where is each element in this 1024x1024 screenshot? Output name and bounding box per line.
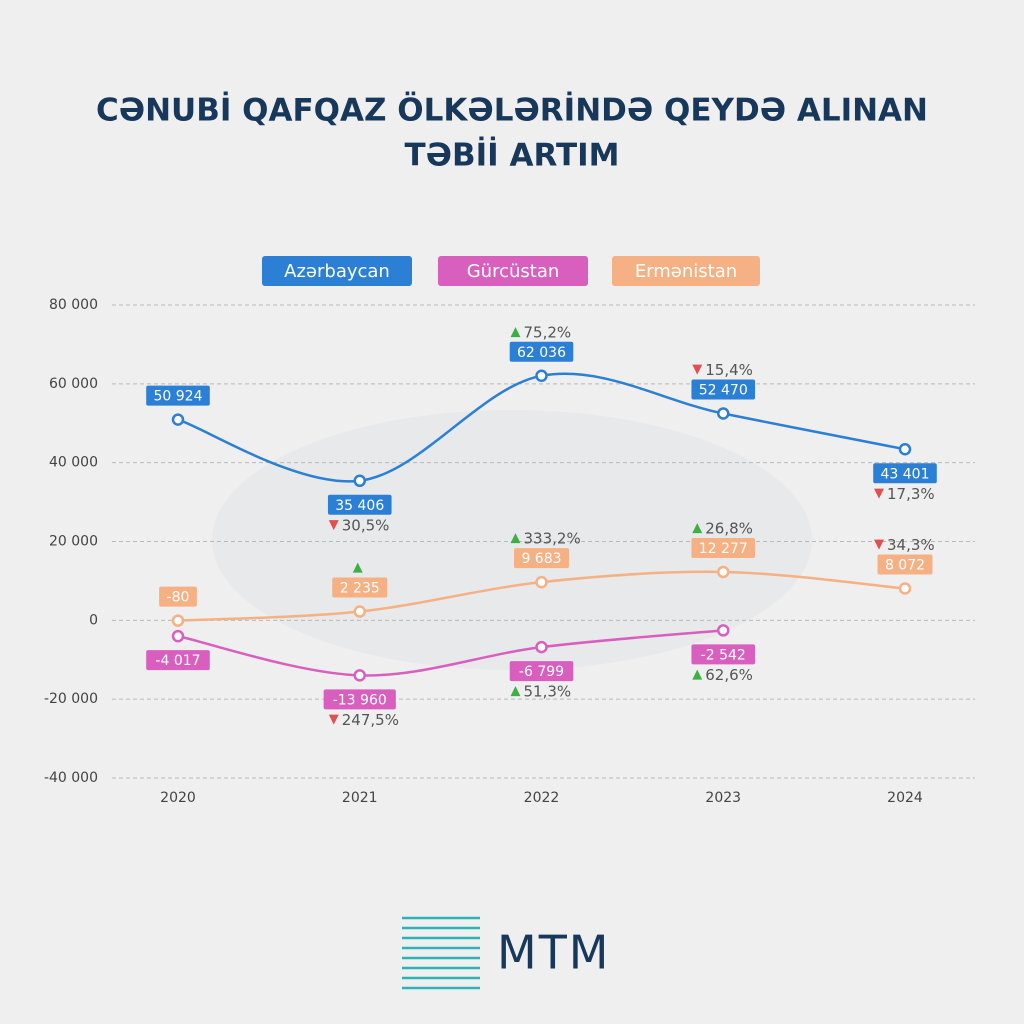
logo-text: MTM [497,926,610,980]
series: -4 017-13 960▼ 247,5%-6 799▲ 51,3%-2 542▲ 6… [146,624,756,729]
x-tick-label: 2020 [160,790,196,806]
change-label: 17,3% [887,485,935,503]
data-label: 2 235 [340,581,380,597]
data-point [171,614,185,627]
y-tick-label: 60 000 [49,376,98,392]
data-label: -13 960 [333,692,387,708]
trend-arrow: ▼ [692,362,702,377]
data-label-box [691,379,756,400]
change-label: 51,3% [524,683,572,701]
legend-label: Ermənistan [635,261,737,282]
data-label-box [691,537,756,558]
y-tick-label: 20 000 [49,534,98,550]
trend-arrow: ▼ [329,517,339,532]
data-label: 12 277 [699,541,748,557]
y-tick-label: 0 [89,612,98,628]
change-label: 62,6% [705,666,753,684]
x-tick-label: 2021 [342,790,378,806]
data-label-box [327,494,392,515]
data-label-box [159,586,197,607]
change-label: 26,8% [705,519,753,537]
data-label: 62 036 [517,345,566,361]
change-label: 15,4% [705,361,753,379]
series: -802 235▲9 683▲ 333,2%12 277▲ 26,8%8 072▼ 3… [159,519,935,627]
legend-box [262,256,412,286]
data-label: -6 799 [519,664,564,680]
data-point [717,407,730,420]
data-label: 43 401 [881,466,930,482]
data-label: 8 072 [885,558,925,574]
data-point [535,369,548,383]
data-label-box [514,548,569,569]
change-label: 247,5% [342,711,399,729]
change-label: 75,2% [524,323,572,341]
data-point [535,640,548,654]
change-label: 34,3% [887,536,935,554]
data-label-box [509,341,574,362]
x-tick-label: 2022 [524,790,560,806]
trend-arrow: ▼ [874,537,884,552]
chart-title: CƏNUBİ QAFQAZ ÖLKƏLƏRİNDƏ QEYDƏ ALINAN [96,92,928,129]
data-point [353,605,366,618]
data-point [353,669,366,682]
y-tick-label: -20 000 [44,691,98,707]
trend-arrow: ▲ [692,667,702,682]
data-label: 9 683 [521,551,561,567]
data-label: -80 [167,590,190,606]
trend-arrow: ▲ [511,684,521,699]
legend-label: Gürcüstan [467,261,560,282]
data-label-box [146,385,210,406]
change-label: 30,5% [342,516,390,534]
data-label: -2 542 [701,647,746,663]
trend-arrow: ▼ [874,486,884,501]
data-point [171,629,185,643]
data-label: 50 924 [154,389,203,405]
data-point [898,443,912,456]
legend-box [612,256,760,286]
x-tick-label: 2023 [705,790,741,806]
y-tick-label: 40 000 [49,455,98,471]
y-tick-label: 80 000 [49,297,98,313]
data-label-box [873,463,937,484]
chart-title: TƏBİİ ARTIM [405,138,620,174]
data-point [717,624,730,637]
data-point [898,582,912,595]
data-label-box [323,689,396,710]
trend-arrow: ▼ [329,712,339,727]
data-point [717,565,730,579]
data-label-box [877,554,933,575]
y-tick-label: -40 000 [44,770,98,786]
data-point [535,575,548,589]
trend-arrow: ▲ [511,324,521,339]
data-label: -4 017 [155,653,200,669]
logo-icon [402,916,480,990]
data-label-box [691,644,756,665]
legend-label: Azərbaycan [284,261,390,282]
data-label-box [146,650,210,671]
data-label: 35 406 [335,498,384,514]
x-tick-label: 2024 [887,790,923,806]
line [177,629,724,677]
legend-box [438,256,588,286]
trend-arrow: ▲ [692,520,702,535]
change-label: 333,2% [524,530,581,548]
data-point [171,413,185,426]
data-label-box [332,577,388,598]
data-label-box [509,661,574,682]
data-point [353,474,366,488]
trend-arrow: ▲ [511,531,521,546]
trend-arrow: ▲ [353,560,363,575]
data-label: 52 470 [699,383,748,399]
